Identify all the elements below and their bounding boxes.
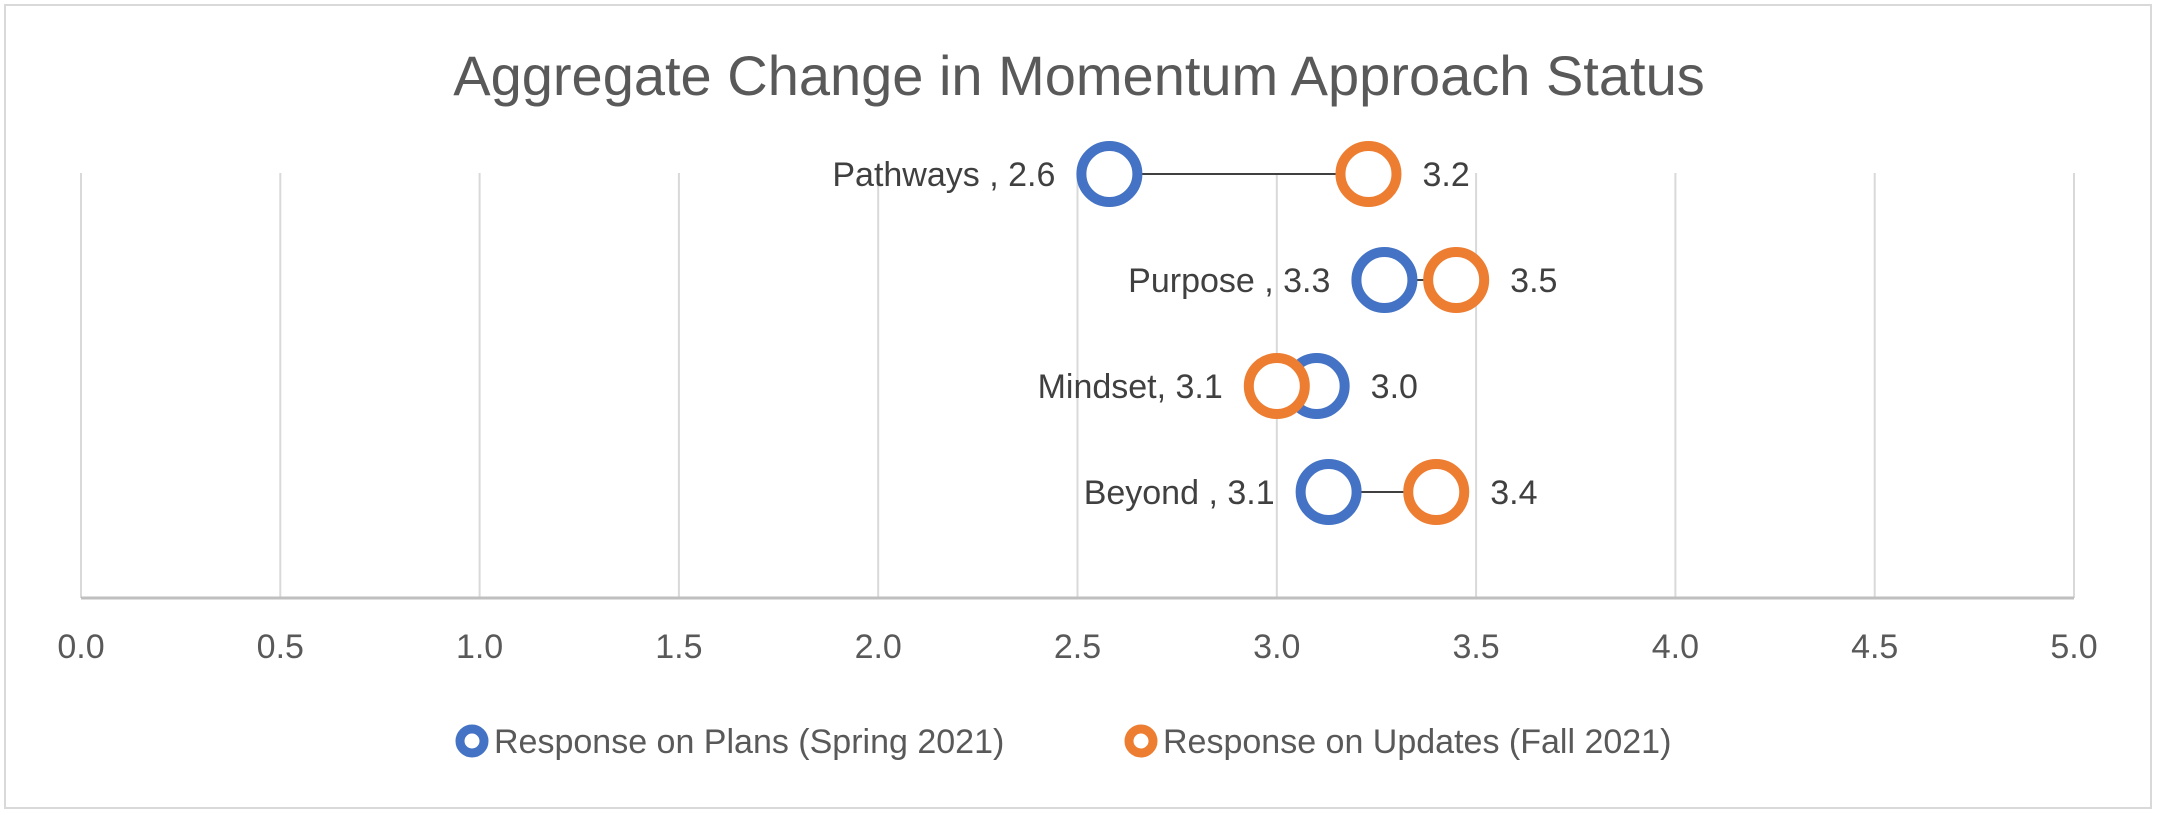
chart-title: Aggregate Change in Momentum Approach St…	[453, 44, 1704, 107]
x-tick-label: 1.5	[655, 628, 702, 666]
marker-layer	[1076, 141, 1490, 525]
x-tick-label: 5.0	[2050, 628, 2097, 666]
marker-spring-2021	[1076, 141, 1143, 207]
x-tick-label: 3.5	[1452, 628, 1499, 666]
legend-label-spring-2021: Response on Plans (Spring 2021)	[494, 723, 1004, 761]
grid-layer: 0.0 0.5 1.0 1.5 2.0 2.5 3.0 3.5 4.0 4.5 5.0	[57, 173, 2098, 666]
x-tick-label: 3.0	[1253, 628, 1300, 666]
legend: Response on Plans (Spring 2021) Response …	[455, 723, 1671, 761]
label-layer: Pathways , 2.6 3.2 Purpose , 3.3 3.5 Mindset…	[832, 156, 1557, 512]
legend-label-fall-2021: Response on Updates (Fall 2021)	[1163, 723, 1671, 761]
data-label-fall-2021: 3.0	[1371, 368, 1418, 406]
x-tick-label: 1.0	[456, 628, 503, 666]
x-tick-label: 2.0	[855, 628, 902, 666]
data-label-spring-2021: Pathways , 2.6	[832, 156, 1055, 194]
x-tick-label: 2.5	[1054, 628, 1101, 666]
data-label-spring-2021: Purpose , 3.3	[1128, 262, 1330, 300]
x-tick-label: 0.5	[257, 628, 304, 666]
marker-spring-2021	[1295, 459, 1362, 525]
marker-fall-2021	[1243, 353, 1310, 419]
data-label-spring-2021: Beyond , 3.1	[1084, 474, 1275, 512]
marker-spring-2021	[1351, 247, 1418, 313]
data-label-spring-2021: Mindset, 3.1	[1038, 368, 1223, 406]
data-label-fall-2021: 3.5	[1510, 262, 1557, 300]
legend-marker-spring-2021	[455, 724, 489, 758]
x-tick-label: 0.0	[57, 628, 104, 666]
marker-fall-2021	[1403, 459, 1470, 525]
x-tick-label: 4.5	[1851, 628, 1898, 666]
marker-fall-2021	[1335, 141, 1402, 207]
x-tick-label: 4.0	[1652, 628, 1699, 666]
data-label-fall-2021: 3.2	[1422, 156, 1469, 194]
marker-fall-2021	[1423, 247, 1490, 313]
data-label-fall-2021: 3.4	[1490, 474, 1537, 512]
legend-marker-fall-2021	[1124, 724, 1158, 758]
connector-layer	[1109, 173, 1457, 493]
